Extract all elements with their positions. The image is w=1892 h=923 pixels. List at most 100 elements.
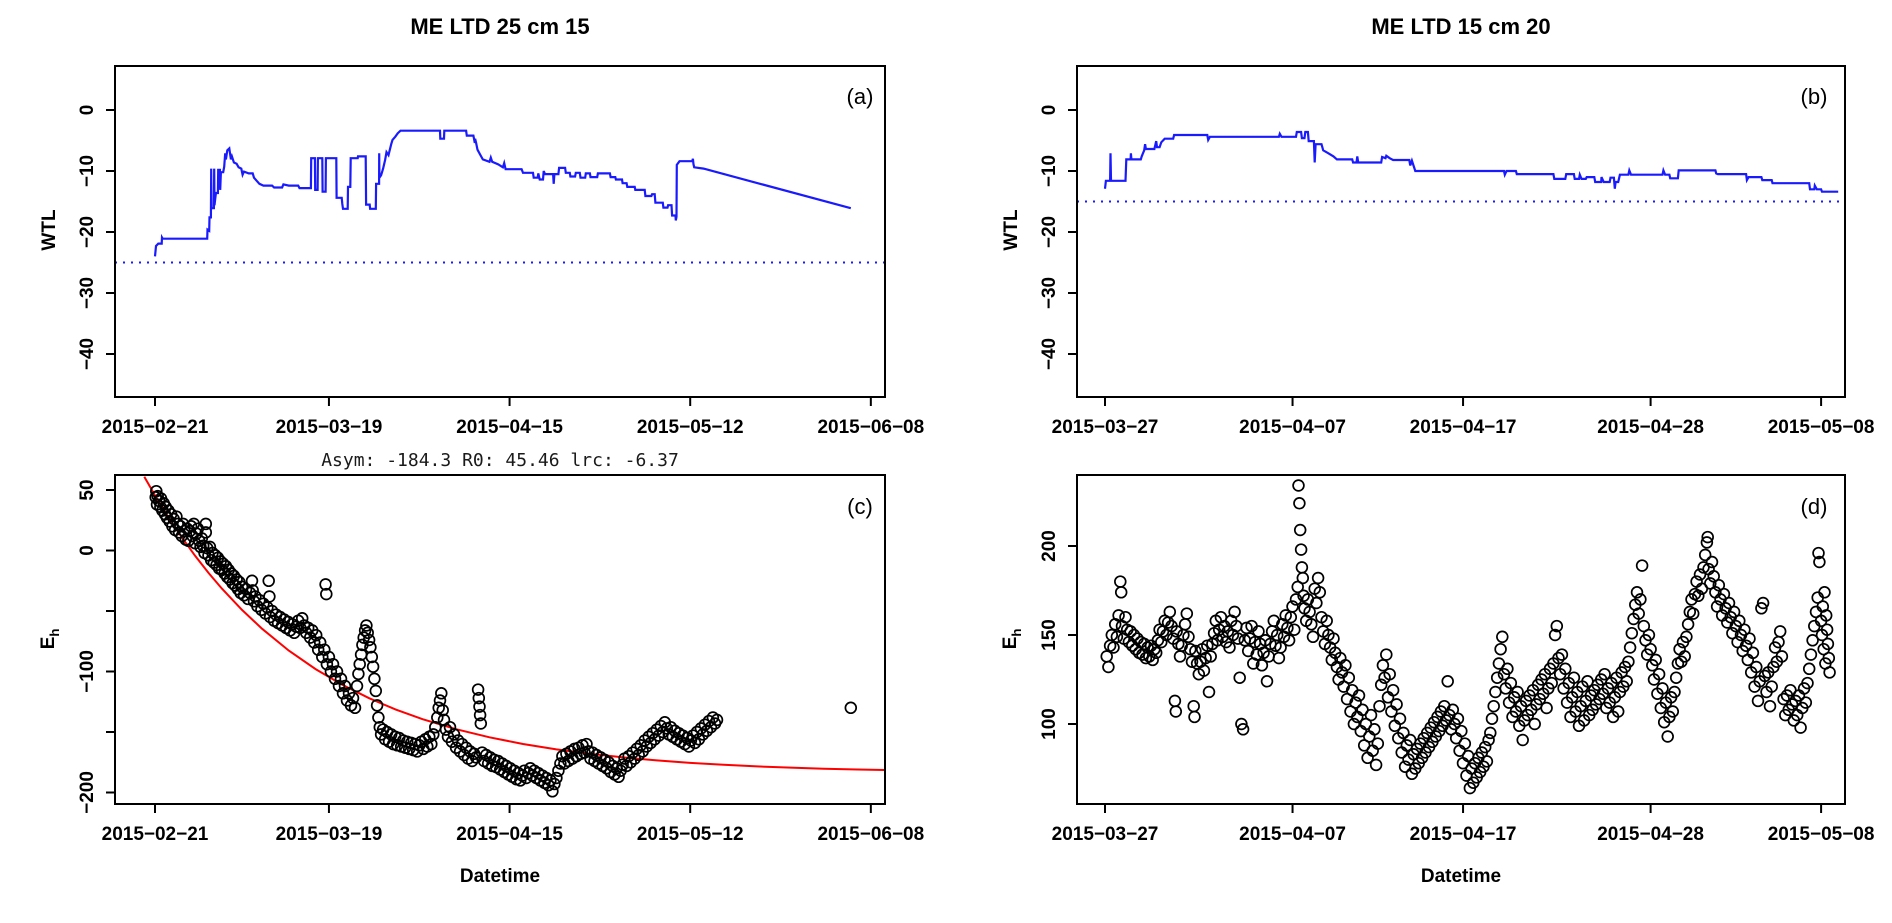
panel-c-ylabel-sub: h (46, 628, 62, 637)
data-point (1289, 593, 1303, 606)
panel-d-ylabel-base: E (1000, 636, 1022, 650)
data-point (1342, 671, 1356, 684)
data-point (1820, 623, 1834, 636)
data-point (313, 636, 327, 649)
data-point (1625, 626, 1639, 640)
data-point (1487, 699, 1500, 713)
x-tick-label: 2015−06−08 (817, 417, 924, 438)
data-point (844, 701, 858, 715)
x-tick-label: 2015−03−19 (276, 417, 383, 438)
data-point (1320, 614, 1333, 628)
data-point (472, 691, 486, 705)
data-point (1598, 667, 1611, 681)
data-point (1376, 659, 1390, 672)
wtl-line (1103, 130, 1839, 193)
data-point (1680, 630, 1693, 644)
plot-box (114, 474, 886, 805)
data-point (364, 641, 377, 654)
data-point (353, 657, 366, 671)
data-point (1751, 694, 1765, 708)
data-point (1371, 737, 1385, 750)
y-tick-label: −30 (77, 277, 98, 309)
data-point (1305, 618, 1318, 631)
data-point (368, 672, 381, 686)
data-point (1501, 662, 1514, 676)
data-point (370, 699, 384, 712)
data-point (1623, 641, 1637, 654)
data-point (1349, 696, 1362, 709)
data-point (702, 714, 716, 728)
data-point (295, 612, 309, 625)
data-point (1272, 651, 1286, 665)
panel-d-ylabel: Eh (1000, 579, 1024, 699)
data-point (263, 590, 276, 603)
data-point (1295, 561, 1309, 574)
data-point (1274, 641, 1287, 654)
data-point (1773, 625, 1787, 638)
data-point (1235, 717, 1248, 731)
data-point (1726, 626, 1739, 640)
data-point (1310, 596, 1323, 610)
data-point (330, 665, 344, 678)
y-tick-label: −100 (77, 650, 98, 693)
data-point (1765, 680, 1778, 693)
data-point (550, 771, 563, 785)
data-point (1698, 548, 1712, 562)
data-point (1169, 705, 1183, 718)
y-tick-label: −40 (77, 338, 98, 370)
data-point (361, 626, 374, 640)
data-point (1635, 559, 1649, 572)
data-point (554, 757, 567, 770)
data-point (1496, 630, 1509, 644)
data-point (465, 754, 479, 768)
data-point (1127, 628, 1141, 642)
data-point (1516, 733, 1529, 747)
data-point (1197, 664, 1211, 677)
data-point (1755, 602, 1768, 615)
data-point (580, 737, 593, 751)
panel-d-ylabel-sub: h (1008, 628, 1024, 637)
x-tick-label: 2015−05−08 (1768, 824, 1875, 845)
panel-c-xlabel: Datetime (459, 866, 541, 887)
panel-c-letter: (c) (847, 494, 873, 519)
data-point (1374, 678, 1388, 692)
data-point (1339, 659, 1352, 672)
data-point (1294, 543, 1308, 556)
data-point (1441, 675, 1454, 688)
data-point (1511, 685, 1524, 699)
data-point (320, 657, 334, 671)
y-tick-label: 0 (77, 105, 98, 116)
data-point (473, 700, 486, 713)
data-point (1393, 712, 1407, 725)
panel-a-letter: (a) (846, 84, 874, 109)
data-point (436, 703, 449, 717)
data-point (1818, 586, 1831, 599)
panel-b-title: ME LTD 15 cm 20 (1371, 14, 1551, 39)
data-point (319, 578, 332, 591)
panel-d-xlabel: Datetime (1420, 866, 1502, 887)
x-tick-label: 2015−03−27 (1052, 417, 1159, 438)
data-point (1620, 675, 1633, 688)
plot-box (114, 65, 886, 398)
data-point (1270, 628, 1284, 642)
data-point (1178, 618, 1192, 631)
x-tick-label: 2015−03−19 (276, 824, 383, 845)
data-point (1286, 600, 1299, 613)
data-point (336, 687, 350, 700)
data-point (1649, 653, 1662, 667)
data-point (1494, 642, 1507, 656)
data-point (1823, 666, 1836, 679)
data-point (350, 679, 364, 693)
data-point (311, 643, 325, 656)
data-point (1187, 699, 1200, 713)
data-point (1642, 628, 1656, 642)
data-point (320, 587, 333, 601)
panel-d-letter: (d) (1800, 494, 1828, 519)
data-point (1233, 671, 1246, 684)
data-point (1480, 755, 1494, 768)
data-point (1149, 646, 1163, 660)
data-point (365, 650, 379, 664)
data-point (1550, 619, 1564, 633)
data-point (1478, 740, 1492, 754)
